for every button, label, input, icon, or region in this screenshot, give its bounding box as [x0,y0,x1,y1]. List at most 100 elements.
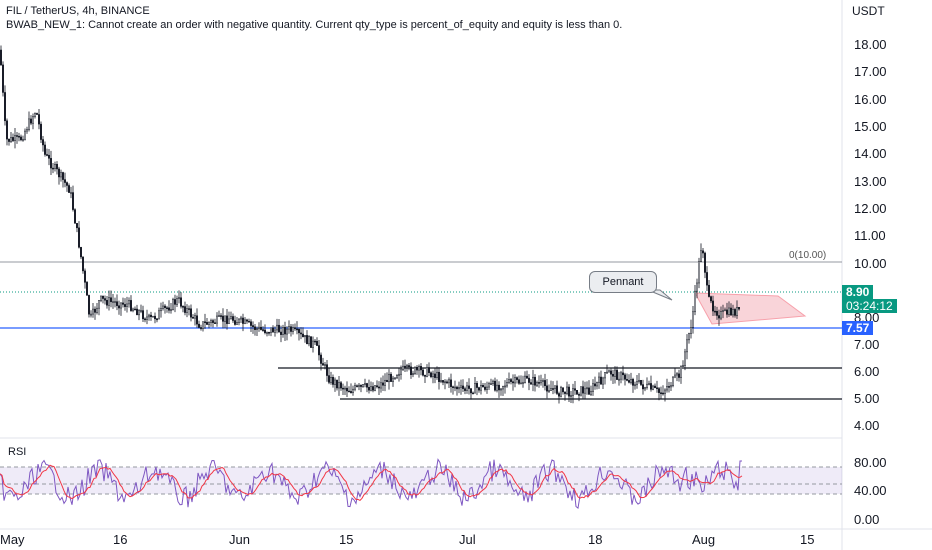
candle-body [146,316,148,320]
candle-body [464,388,466,391]
candle-body [130,300,132,311]
candle-body [606,371,608,374]
candle-body [56,163,58,170]
candle-body [346,387,348,392]
candle-body [162,305,164,309]
chart-legend[interactable]: FIL / TetherUS, 4h, BINANCE BWAB_NEW_1: … [6,4,622,32]
candle-body [504,385,506,388]
candle-body [52,167,54,170]
candle-body [316,340,318,346]
candle-body [598,376,600,383]
candle-body [538,382,540,384]
symbol-title[interactable]: FIL / TetherUS, 4h, BINANCE [6,5,150,17]
candle-body [254,326,256,330]
candle-body [258,326,260,329]
candle-body [408,365,410,368]
candle-body [236,322,238,325]
candle-body [478,387,480,391]
candle-body [738,307,740,310]
candle-body [458,387,460,390]
candle-body [62,172,64,180]
candle-body [212,320,214,323]
candle-body [268,332,270,334]
candle-body [214,322,216,324]
pennant-callout[interactable]: Pennant [589,271,657,293]
candle-body [468,385,470,389]
candle-body [160,308,162,312]
candle-body [98,300,100,309]
candle-body [186,308,188,313]
candle-body [136,308,138,316]
candle-body [402,365,404,371]
candle-body [462,385,464,389]
candle-body [118,305,120,309]
candle-body [592,383,594,392]
candle-body [30,118,32,124]
candle-body [602,377,604,385]
candle-body [292,327,294,332]
candle-body [306,335,308,345]
candle-body [420,366,422,371]
candle-body [132,308,134,311]
candle-body [172,299,174,310]
candle-body [604,372,606,379]
candle-body [376,385,378,388]
candle-body [278,324,280,333]
candle-body [102,295,104,299]
candle-body [432,373,434,378]
candle-body [4,92,6,122]
candle-body [222,315,224,322]
candle-body [230,316,232,320]
candle-body [294,327,296,330]
time-tick: Aug [692,532,715,547]
candle-body [76,223,78,229]
candle-body [64,179,66,183]
candle-body [216,315,218,324]
time-tick: 15 [800,532,814,547]
candle-body [48,154,50,159]
candle-body [272,327,274,333]
candle-body [26,129,28,132]
candle-body [542,380,544,382]
price-tick: 4.00 [854,418,879,433]
price-tick: 7.00 [854,337,879,352]
price-tick: 10.00 [854,256,887,271]
candle-body [706,272,708,286]
candle-body [16,135,18,137]
candle-body [342,387,344,390]
candle-body [584,388,586,394]
candle-body [662,392,664,395]
rsi-label[interactable]: RSI [8,446,27,458]
candle-body [684,351,686,366]
candle-body [560,387,562,397]
candle-body [736,307,738,316]
candle-body [252,325,254,328]
candle-body [80,247,82,258]
candle-body [672,376,674,386]
candle-body [386,379,388,383]
candle-body [142,310,144,320]
candle-body [280,331,282,335]
candle-body [544,380,546,387]
pennant-shape[interactable] [694,292,807,325]
candle-body [476,383,478,388]
candle-body [434,373,436,378]
candle-body [2,64,4,93]
candle-body [50,158,52,169]
candle-body [326,364,328,376]
candlestick-series [0,45,740,404]
time-tick: Jun [229,532,250,547]
candle-body [704,252,706,273]
candle-body [334,379,336,385]
candle-body [364,383,366,385]
rsi-tick: 0.00 [854,512,879,527]
currency-label[interactable]: USDT [852,4,885,18]
candle-body [692,311,694,328]
candle-body [590,391,592,395]
candle-body [284,327,286,335]
candle-body [556,385,558,394]
candle-body [198,323,200,328]
candle-body [116,301,118,306]
rsi-tick: 80.00 [854,455,887,470]
